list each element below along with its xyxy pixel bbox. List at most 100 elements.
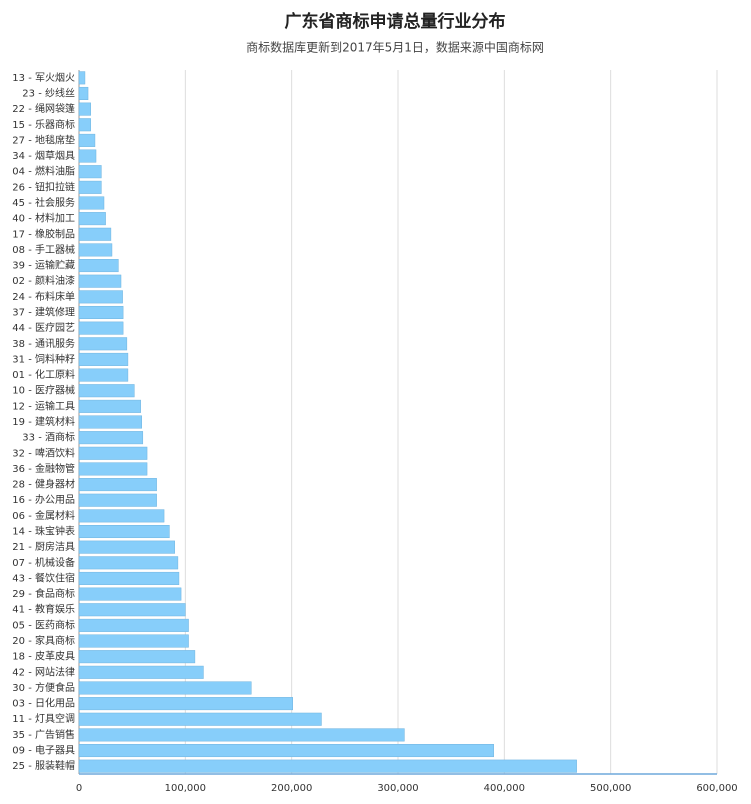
y-tick-label: 36 - 金融物管 (12, 462, 75, 475)
bar (78, 290, 123, 304)
bar (78, 697, 293, 711)
y-tick-label: 11 - 灯具空调 (12, 712, 75, 725)
bar (78, 603, 186, 617)
bar (78, 196, 105, 210)
bar (78, 744, 494, 758)
bar (78, 556, 179, 570)
y-tick-label: 20 - 家具商标 (12, 634, 75, 647)
chart-subtitle: 商标数据库更新到2017年5月1日，数据来源中国商标网 (246, 40, 544, 55)
x-tick-label: 400,000 (484, 783, 525, 794)
bar (78, 384, 135, 398)
y-tick-label: 34 - 烟草烟具 (12, 149, 75, 162)
bar (78, 212, 106, 226)
y-tick-label: 04 - 燃料油脂 (12, 165, 75, 178)
bar (78, 759, 577, 773)
bar (78, 431, 144, 445)
bar (78, 728, 405, 742)
y-tick-label: 09 - 电子器具 (12, 744, 75, 757)
y-tick-label: 35 - 广告销售 (12, 728, 75, 741)
bar (78, 587, 182, 601)
bar (78, 712, 322, 726)
y-tick-label: 37 - 建筑修理 (12, 305, 75, 318)
y-tick-label: 21 - 厨房洁具 (12, 540, 75, 553)
y-tick-label: 23 - 纱线丝 (22, 86, 75, 99)
y-tick-label: 43 - 餐饮住宿 (12, 571, 75, 584)
y-tick-label: 22 - 绳网袋篷 (12, 102, 75, 115)
y-tick-label: 38 - 通讯服务 (12, 337, 75, 350)
bar (78, 337, 128, 351)
y-tick-label: 45 - 社会服务 (12, 196, 75, 209)
y-tick-label: 30 - 方便食品 (12, 681, 75, 694)
y-tick-label: 17 - 橡胶制品 (12, 227, 75, 240)
x-tick-label: 500,000 (590, 783, 631, 794)
y-tick-label: 19 - 建筑材料 (12, 415, 75, 428)
y-tick-label: 40 - 材料加工 (12, 212, 75, 225)
y-tick-label: 41 - 教育娱乐 (12, 603, 75, 616)
bar (78, 149, 97, 163)
y-tick-label: 31 - 饲料种籽 (12, 352, 75, 365)
y-tick-label: 39 - 运输贮藏 (12, 259, 75, 272)
bar (78, 71, 86, 85)
y-tick-label: 28 - 健身器材 (12, 478, 75, 491)
x-tick-label: 300,000 (377, 783, 418, 794)
y-tick-label: 32 - 啤酒饮料 (12, 446, 75, 459)
y-tick-label: 15 - 乐器商标 (12, 118, 75, 131)
bar (78, 133, 96, 147)
bar (78, 681, 252, 695)
bar (78, 540, 175, 554)
bar (78, 509, 165, 523)
x-tick-label: 200,000 (271, 783, 312, 794)
x-tick-label: 600,000 (696, 783, 737, 794)
y-tick-label: 44 - 医疗园艺 (12, 321, 75, 334)
bar (78, 352, 129, 366)
y-tick-label: 33 - 酒商标 (22, 431, 75, 444)
bar (78, 165, 102, 179)
bar (78, 227, 112, 241)
bar (78, 86, 89, 100)
y-tick-label: 01 - 化工原料 (12, 368, 75, 381)
bar (78, 462, 148, 476)
bar (78, 259, 119, 273)
y-tick-label: 29 - 食品商标 (12, 587, 75, 600)
y-tick-label: 10 - 医疗器械 (12, 384, 75, 397)
y-tick-label: 14 - 珠宝钟表 (12, 525, 75, 538)
y-tick-label: 07 - 机械设备 (12, 556, 75, 569)
bar (78, 478, 157, 492)
bar (78, 525, 170, 539)
y-tick-label: 24 - 布料床单 (12, 290, 75, 303)
chart-title: 广东省商标申请总量行业分布 (285, 11, 506, 32)
y-tick-label: 02 - 颜料油漆 (12, 274, 75, 287)
bar (78, 634, 189, 648)
bar (78, 274, 122, 288)
bar (78, 665, 204, 679)
y-tick-label: 26 - 钮扣拉链 (12, 180, 75, 193)
bar (78, 102, 91, 116)
x-tick-label: 0 (76, 783, 82, 794)
bar (78, 571, 180, 585)
y-tick-label: 25 - 服装鞋帽 (12, 759, 75, 772)
y-tick-label: 18 - 皮革皮具 (12, 650, 75, 663)
y-tick-label: 16 - 办公用品 (12, 493, 75, 506)
y-tick-label: 08 - 手工器械 (12, 243, 75, 256)
y-tick-label: 12 - 运输工具 (12, 399, 75, 412)
x-tick-label: 100,000 (165, 783, 206, 794)
bar (78, 650, 196, 664)
y-tick-label: 05 - 医药商标 (12, 618, 75, 631)
bar (78, 118, 91, 132)
bar (78, 446, 148, 460)
y-tick-label: 13 - 军火烟火 (12, 71, 75, 84)
bar (78, 399, 141, 413)
bar (78, 321, 124, 335)
y-tick-label: 03 - 日化用品 (12, 697, 75, 710)
y-tick-label: 27 - 地毯席垫 (12, 133, 75, 146)
bar (78, 243, 113, 257)
bar (78, 368, 129, 382)
bar (78, 415, 142, 429)
y-tick-label: 06 - 金属材料 (12, 509, 75, 522)
bar (78, 180, 102, 194)
bar (78, 305, 124, 319)
y-tick-label: 42 - 网站法律 (12, 665, 75, 678)
bar (78, 493, 157, 507)
bar (78, 618, 189, 632)
